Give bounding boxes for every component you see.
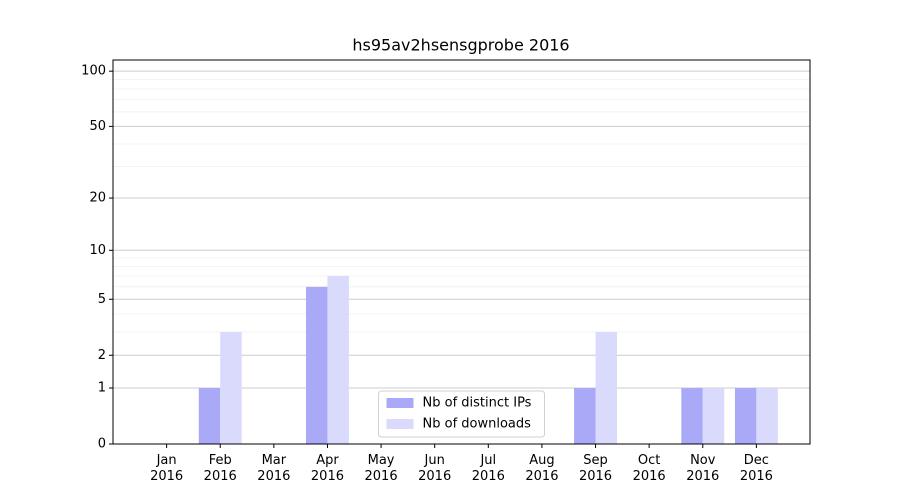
bar [220,332,242,444]
legend: Nb of distinct IPs Nb of downloads [378,390,545,438]
bar [574,388,596,444]
y-tick-label: 50 [89,119,106,134]
x-tick-label: Apr 2016 [310,453,344,484]
chart-title: hs95av2hsensgprobe 2016 [352,36,569,55]
y-tick-label: 5 [98,292,106,307]
plot-frame [112,59,811,445]
y-tick-label: 20 [89,191,106,206]
x-tick-label: Jan 2016 [150,453,184,484]
bar [756,388,778,444]
y-tick-label: 100 [81,64,106,79]
y-tick-label: 1 [98,381,106,396]
bar [681,388,703,444]
legend-box [378,390,545,438]
x-tick-label: Oct 2016 [632,453,666,484]
legend-label: Nb of downloads [423,417,532,432]
y-tick-label: 10 [89,243,106,258]
legend-label: Nb of distinct IPs [423,396,532,411]
bar [702,388,725,444]
bar [198,388,221,444]
bar [595,332,617,444]
x-tick-label: Mar 2016 [257,453,291,484]
x-tick-label: Aug 2016 [525,453,559,484]
y-tick-label: 2 [98,348,106,363]
x-tick-label: Jun 2016 [418,453,452,484]
legend-swatch [386,398,414,408]
x-tick-label: Nov 2016 [686,453,720,484]
x-tick-label: Jul 2016 [471,453,505,484]
legend-swatch [386,419,414,429]
x-tick-label: Sep 2016 [578,453,613,484]
x-tick-label: Feb 2016 [203,453,237,484]
x-tick-label: May 2016 [364,453,398,484]
bar [327,276,349,444]
bar [734,388,757,444]
x-tick-label: Dec 2016 [739,453,773,484]
y-tick-label: 0 [98,437,106,452]
bar [306,286,328,444]
